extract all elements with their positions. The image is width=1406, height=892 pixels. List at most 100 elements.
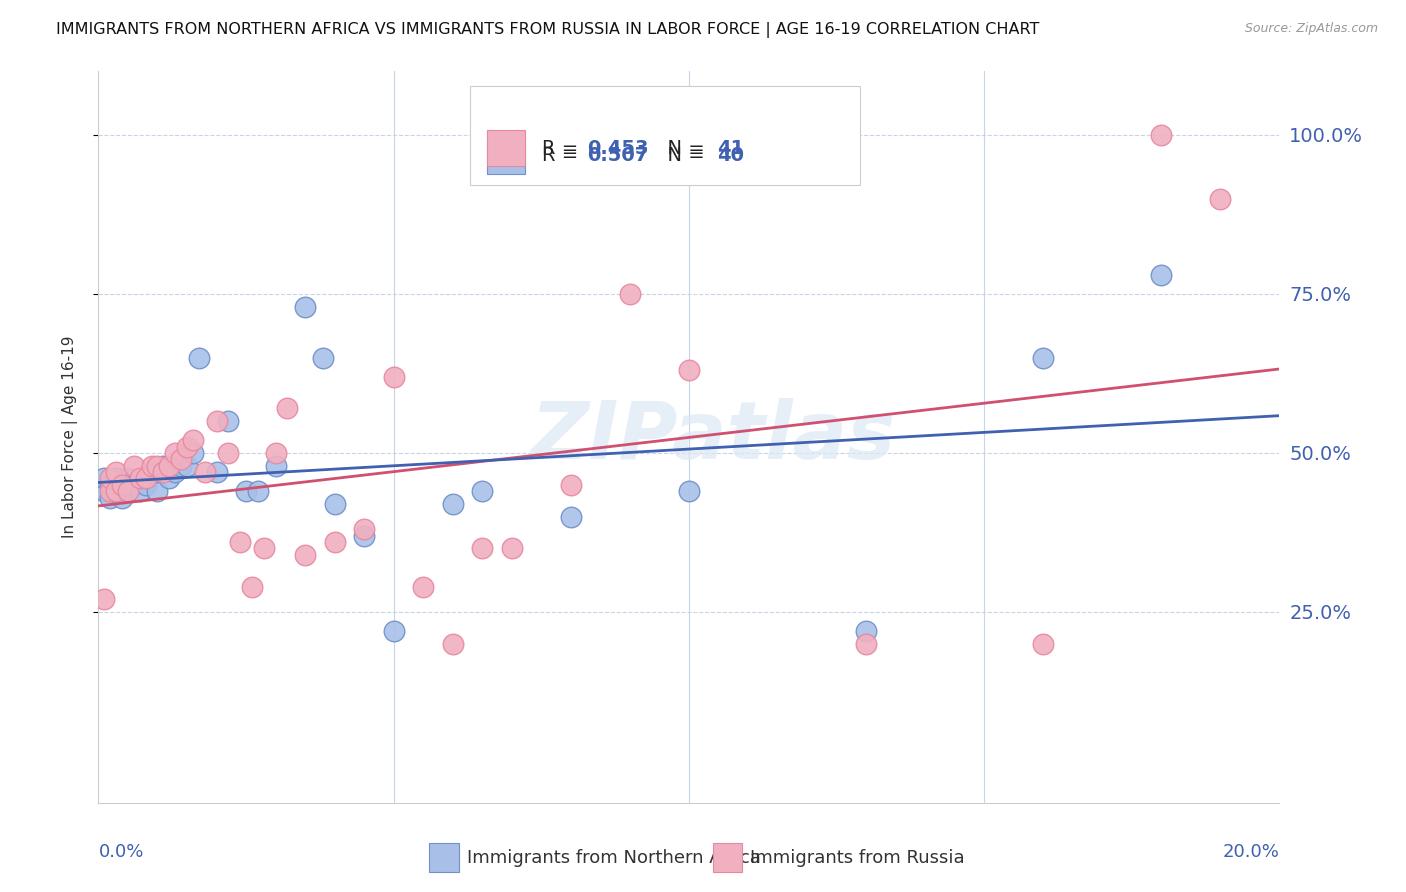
Point — [205, 465, 228, 479]
Point — [194, 465, 217, 479]
Point — [176, 458, 198, 473]
Point — [105, 484, 128, 499]
Point — [141, 458, 163, 473]
Y-axis label: In Labor Force | Age 16-19: In Labor Force | Age 16-19 — [62, 335, 77, 539]
Point — [98, 491, 121, 505]
Point — [412, 580, 434, 594]
Text: IMMIGRANTS FROM NORTHERN AFRICA VS IMMIGRANTS FROM RUSSIA IN LABOR FORCE | AGE 1: IMMIGRANTS FROM NORTHERN AFRICA VS IMMIG… — [56, 22, 1039, 38]
Text: N =: N = — [655, 146, 710, 165]
Text: Immigrants from Russia: Immigrants from Russia — [751, 848, 965, 867]
Point — [217, 446, 239, 460]
Point — [1150, 128, 1173, 142]
Point — [165, 446, 187, 460]
Point — [117, 471, 139, 485]
Point — [619, 287, 641, 301]
Point — [253, 541, 276, 556]
Point — [93, 471, 115, 485]
Point — [117, 484, 139, 499]
Point — [146, 484, 169, 499]
Text: N =: N = — [655, 138, 710, 158]
Point — [187, 351, 209, 365]
Point — [353, 522, 375, 536]
Point — [312, 351, 335, 365]
Point — [170, 452, 193, 467]
Text: Source: ZipAtlas.com: Source: ZipAtlas.com — [1244, 22, 1378, 36]
Point — [240, 580, 263, 594]
Point — [146, 458, 169, 473]
Point — [678, 484, 700, 499]
Point — [165, 465, 187, 479]
Point — [135, 477, 157, 491]
Point — [323, 535, 346, 549]
Text: 41: 41 — [717, 138, 745, 158]
Point — [276, 401, 298, 416]
Point — [441, 637, 464, 651]
Point — [111, 477, 134, 491]
Point — [855, 624, 877, 638]
Point — [501, 541, 523, 556]
Point — [353, 529, 375, 543]
Point — [141, 465, 163, 479]
Text: 0.453: 0.453 — [588, 138, 650, 158]
Point — [176, 440, 198, 454]
Point — [229, 535, 252, 549]
Point — [471, 484, 494, 499]
Point — [382, 369, 405, 384]
Point — [264, 458, 287, 473]
Point — [217, 414, 239, 428]
Point — [855, 637, 877, 651]
Point — [135, 471, 157, 485]
Text: R =: R = — [543, 146, 585, 165]
Point — [105, 465, 128, 479]
Point — [560, 477, 582, 491]
Point — [117, 484, 139, 499]
Point — [170, 458, 193, 473]
Point — [1209, 192, 1232, 206]
Point — [1032, 351, 1054, 365]
Text: 40: 40 — [717, 146, 744, 165]
Point — [205, 414, 228, 428]
FancyBboxPatch shape — [486, 137, 524, 174]
Point — [1150, 268, 1173, 282]
Point — [294, 548, 316, 562]
Point — [128, 471, 150, 485]
Point — [294, 300, 316, 314]
Text: ZIPatlas: ZIPatlas — [530, 398, 896, 476]
Point — [98, 471, 121, 485]
Point — [111, 477, 134, 491]
Text: R =: R = — [543, 138, 585, 158]
Point — [152, 458, 174, 473]
Point — [246, 484, 269, 499]
Point — [181, 446, 204, 460]
Point — [382, 624, 405, 638]
Text: Immigrants from Northern Africa: Immigrants from Northern Africa — [467, 848, 761, 867]
Point — [98, 484, 121, 499]
Point — [98, 477, 121, 491]
FancyBboxPatch shape — [486, 130, 524, 167]
Point — [441, 497, 464, 511]
Point — [93, 484, 115, 499]
FancyBboxPatch shape — [713, 843, 742, 872]
Point — [157, 471, 180, 485]
FancyBboxPatch shape — [429, 843, 458, 872]
Point — [157, 458, 180, 473]
Point — [181, 434, 204, 448]
Point — [105, 484, 128, 499]
Point — [264, 446, 287, 460]
FancyBboxPatch shape — [471, 86, 860, 185]
Point — [122, 477, 145, 491]
Point — [235, 484, 257, 499]
Text: 20.0%: 20.0% — [1223, 843, 1279, 861]
Point — [111, 491, 134, 505]
Point — [105, 471, 128, 485]
Point — [471, 541, 494, 556]
Text: 0.0%: 0.0% — [98, 843, 143, 861]
Point — [323, 497, 346, 511]
Point — [560, 509, 582, 524]
Point — [128, 484, 150, 499]
Text: 0.507: 0.507 — [588, 146, 648, 165]
Point — [146, 465, 169, 479]
Point — [152, 465, 174, 479]
Point — [678, 363, 700, 377]
Point — [93, 592, 115, 607]
